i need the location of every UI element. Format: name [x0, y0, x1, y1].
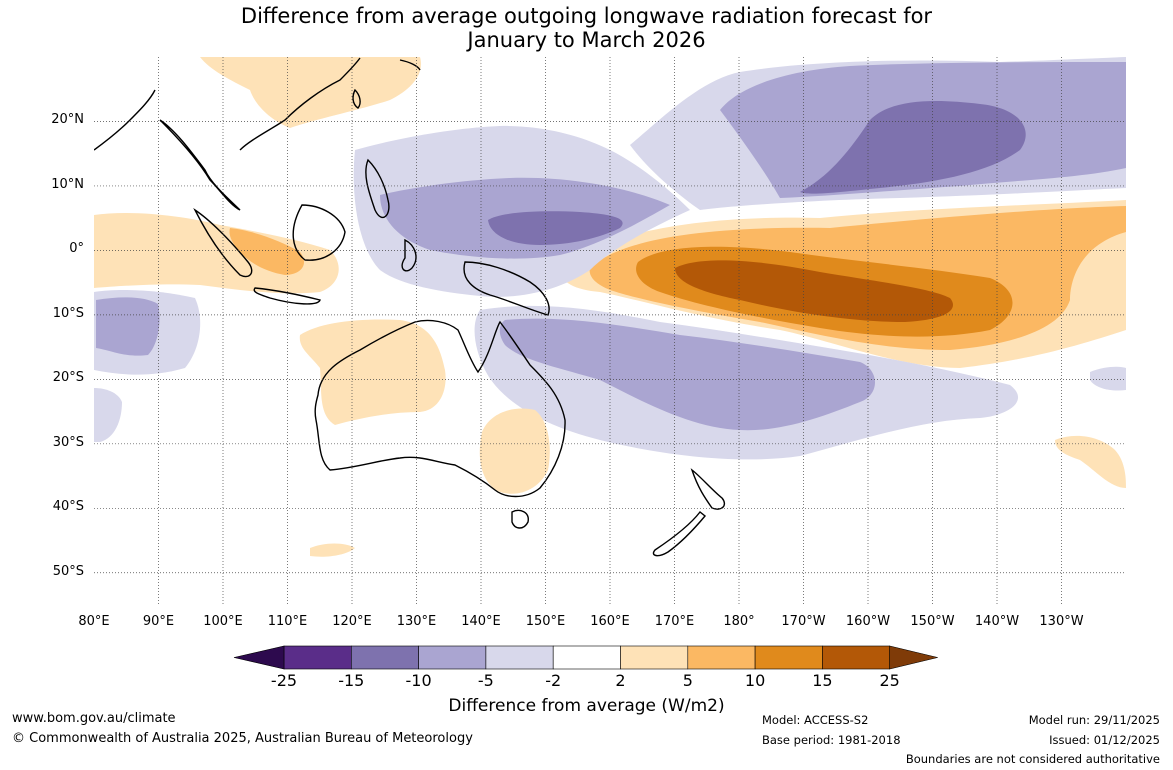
china-coastline: [239, 57, 361, 151]
footer-model: Model: ACCESS-S2: [762, 713, 869, 727]
longitude-label: 150°W: [910, 614, 955, 629]
borneo-coastline: [292, 204, 346, 261]
colorbar-tick-label: 25: [879, 671, 900, 690]
colorbar-tick-label: -5: [477, 671, 494, 690]
footer-copyright: © Commonwealth of Australia 2025, Austra…: [12, 731, 473, 746]
new-guinea-coastline: [463, 261, 550, 316]
new-zealand-north-coastline: [690, 468, 726, 510]
positive-anomaly-southwest-pacific: [1055, 435, 1126, 488]
negative-anomaly-indian-ocean-5: [96, 297, 160, 356]
colorbar-under-arrow: [233, 645, 285, 670]
anomaly-fields: [94, 57, 1126, 557]
latitude-label: 10°N: [51, 176, 84, 192]
longitude-label: 150°E: [525, 614, 566, 629]
australia-coastline: [314, 319, 566, 498]
colorbar-tick-label: -2: [545, 671, 562, 690]
longitude-label: 120°E: [332, 614, 372, 629]
footer-disclaimer: Boundaries are not considered authoritat…: [905, 752, 1160, 766]
longitude-label: 170°W: [781, 614, 826, 629]
negative-anomaly-west-pacific-10: [488, 211, 623, 245]
longitude-label: 100°E: [203, 614, 243, 629]
sulawesi-coastline: [401, 238, 417, 272]
colorbar-tick-label: 15: [812, 671, 833, 690]
footer-issued: Issued: 01/12/2025: [1049, 733, 1160, 747]
sumatra-coastline: [193, 207, 253, 278]
new-zealand-south-coastline: [652, 511, 706, 557]
positive-anomaly-sumatra: [229, 228, 305, 275]
chart-title: Difference from average outgoing longwav…: [0, 4, 1173, 52]
positive-anomaly-south: [310, 543, 355, 557]
colorbar-swatch: [283, 645, 352, 670]
colorbar: [233, 645, 938, 670]
title-line-2: January to March 2026: [467, 28, 706, 52]
longitude-label: 130°E: [396, 614, 437, 629]
negative-anomaly-south-indian: [94, 388, 122, 442]
colorbar-swatch: [687, 645, 756, 670]
latitude-label: 50°S: [52, 563, 84, 579]
japan-coastline: [399, 59, 421, 71]
negative-anomaly-north-pacific-10: [800, 101, 1026, 194]
positive-anomaly-australia-west: [299, 319, 446, 425]
latitude-label: 30°S: [52, 434, 84, 450]
latitude-label: 20°N: [51, 112, 84, 128]
java-coastline: [253, 287, 321, 305]
negative-anomaly-spcz-5: [499, 318, 875, 431]
longitude-label: 160°E: [590, 614, 630, 629]
latitude-label: 40°S: [52, 499, 84, 515]
footer-website[interactable]: www.bom.gov.au/climate: [12, 711, 176, 726]
colorbar-swatch: [350, 645, 419, 670]
longitude-label: 130°W: [1039, 614, 1084, 629]
colorbar-tick-label: 5: [682, 671, 693, 690]
coastlines: [94, 57, 726, 557]
longitude-label: 140°W: [974, 614, 1020, 629]
colorbar-tick-label: 10: [744, 671, 766, 690]
colorbar-over-arrow: [889, 645, 938, 670]
indochina-coastline: [159, 119, 241, 211]
negative-anomaly-east: [1090, 366, 1126, 391]
india-coastline: [94, 89, 156, 151]
tasmania-coastline: [511, 509, 529, 529]
longitude-label: 180°: [723, 614, 755, 629]
colorbar-tick-label: -10: [405, 671, 432, 690]
colorbar-tick-label: 2: [615, 671, 626, 690]
colorbar-swatch: [822, 645, 891, 670]
longitude-label: 110°E: [267, 614, 308, 629]
title-line-1: Difference from average outgoing longwav…: [240, 4, 933, 28]
colorbar-swatch: [620, 645, 689, 670]
philippines-coastline: [365, 158, 390, 219]
latitude-label: 0°: [69, 241, 84, 257]
colorbar-tick-label: -25: [270, 671, 298, 690]
colorbar-swatch: [552, 645, 621, 670]
colorbar-label: Difference from average (W/m2): [448, 696, 725, 716]
longitude-label: 90°E: [142, 614, 175, 629]
longitude-label: 170°E: [654, 614, 695, 629]
longitude-label: 80°E: [78, 614, 110, 629]
positive-anomaly-australia-east: [479, 408, 550, 494]
latitude-label: 10°S: [52, 305, 84, 321]
taiwan-coastline: [352, 88, 361, 109]
colorbar-swatch: [754, 645, 823, 670]
positive-anomaly-asia: [200, 57, 421, 128]
gridlines: [94, 57, 1126, 605]
longitude-label: 140°E: [461, 614, 501, 629]
latitude-label: 20°S: [52, 370, 84, 386]
longitude-label: 160°W: [845, 614, 891, 629]
colorbar-swatch: [418, 645, 487, 670]
footer-base-period: Base period: 1981-2018: [762, 733, 901, 747]
colorbar-tick-label: -15: [338, 671, 365, 690]
colorbar-swatch: [485, 645, 554, 670]
positive-anomaly-15-25: [675, 260, 953, 322]
footer-model-run: Model run: 29/11/2025: [1028, 713, 1160, 727]
